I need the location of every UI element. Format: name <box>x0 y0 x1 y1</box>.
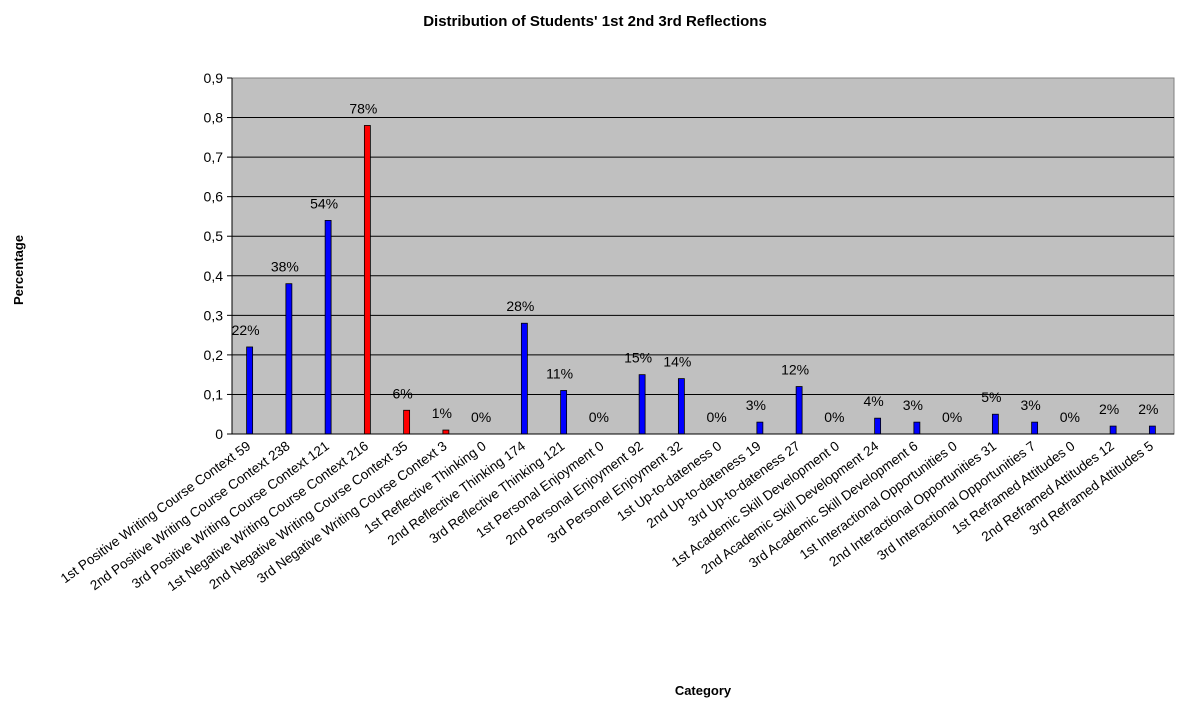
data-label: 0% <box>589 409 609 425</box>
bar <box>991 413 999 435</box>
plot-area <box>231 77 1175 435</box>
data-label: 0% <box>1060 409 1080 425</box>
data-label: 14% <box>663 354 691 370</box>
data-label: 15% <box>624 350 652 366</box>
bar <box>246 346 254 435</box>
data-label: 0% <box>942 409 962 425</box>
y-tick-label: 0,5 <box>204 228 224 244</box>
data-label: 3% <box>903 397 923 413</box>
data-label: 0% <box>707 409 727 425</box>
bar <box>442 429 450 435</box>
data-label: 38% <box>271 259 299 275</box>
data-label: 22% <box>232 322 260 338</box>
data-label: 3% <box>746 397 766 413</box>
bar <box>638 374 646 435</box>
data-label: 28% <box>506 298 534 314</box>
data-label: 0% <box>471 409 491 425</box>
y-tick-label: 0,7 <box>204 149 224 165</box>
y-tick-label: 0,9 <box>204 70 224 86</box>
bar <box>913 421 921 435</box>
data-label: 2% <box>1099 401 1119 417</box>
y-tick-label: 0,4 <box>204 268 224 284</box>
chart-title: Distribution of Students' 1st 2nd 3rd Re… <box>423 13 767 30</box>
bar <box>560 390 568 435</box>
bar <box>1109 425 1117 435</box>
y-axis-title: Percentage <box>11 235 26 305</box>
data-label: 12% <box>781 362 809 378</box>
data-label: 5% <box>981 389 1001 405</box>
x-axis-title: Category <box>675 683 732 698</box>
bar <box>520 322 528 435</box>
y-axis-ticks: 0 0,1 0,2 0,3 0,4 0,5 0,6 0,7 0,8 0,9 <box>204 70 232 442</box>
data-label: 11% <box>546 365 573 381</box>
bar <box>677 378 685 435</box>
gridlines <box>232 117 1174 395</box>
data-label: 3% <box>1021 397 1041 413</box>
data-label: 6% <box>393 385 413 401</box>
bar <box>756 421 764 435</box>
bar <box>285 283 293 435</box>
data-labels: 22% 38% 54% 78% 6% 1% 0% 28% 11% 0% 15% 14% 0% 3% 12% 0… <box>232 100 1159 425</box>
x-axis-labels: 1st Positive Writing Course Context 592n… <box>58 438 1156 594</box>
data-label: 1% <box>432 405 452 421</box>
bar <box>403 409 411 435</box>
bar <box>874 417 882 435</box>
y-tick-label: 0,8 <box>204 110 224 126</box>
y-tick-label: 0,3 <box>204 307 224 323</box>
y-tick-label: 0,6 <box>204 189 224 205</box>
data-label: 4% <box>864 393 884 409</box>
data-label: 0% <box>824 409 844 425</box>
bar <box>363 125 371 435</box>
y-tick-label: 0,2 <box>204 347 224 363</box>
y-tick-label: 0 <box>215 426 223 442</box>
bar <box>324 219 332 435</box>
data-label: 54% <box>310 195 338 211</box>
bar <box>1031 421 1039 435</box>
bar <box>795 386 803 435</box>
data-label: 78% <box>349 100 377 116</box>
y-tick-label: 0,1 <box>204 386 224 402</box>
data-label: 2% <box>1138 401 1158 417</box>
bar <box>1148 425 1156 435</box>
